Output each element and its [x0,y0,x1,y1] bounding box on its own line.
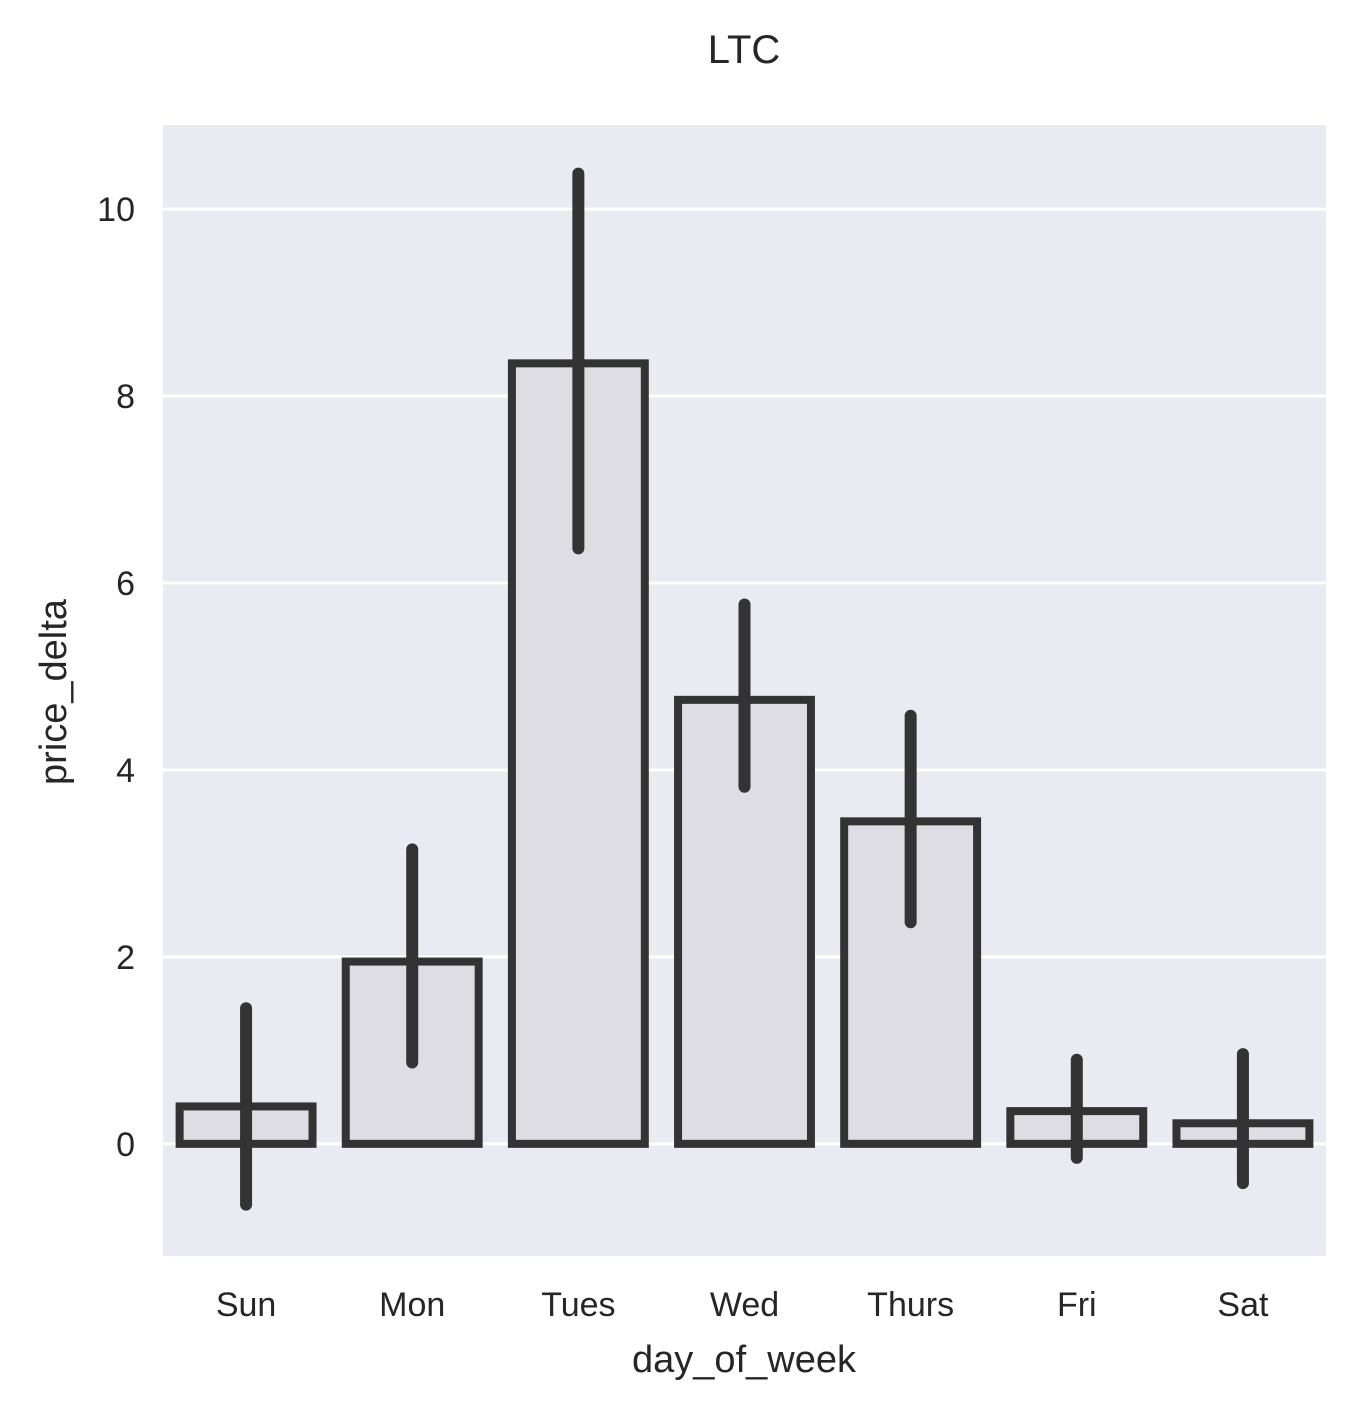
y-axis-ticks: 0 2 4 6 8 10 [97,191,135,1164]
x-tick-label: Mon [379,1286,445,1324]
x-axis-ticks: Sun Mon Tues Wed Thurs Fri Sat [216,1286,1269,1324]
chart-title: LTC [708,28,781,72]
x-tick-label: Tues [541,1286,615,1324]
x-tick-label: Sun [216,1286,277,1324]
x-axis-label: day_of_week [632,1339,857,1381]
y-tick-label: 4 [116,752,135,790]
y-tick-label: 2 [116,939,135,977]
y-tick-label: 8 [116,378,135,416]
bars [175,359,1314,1148]
y-tick-label: 6 [116,565,135,603]
x-tick-label: Sat [1217,1286,1269,1324]
x-tick-label: Fri [1057,1286,1097,1324]
y-axis-label: price_delta [33,598,75,785]
x-tick-label: Wed [710,1286,779,1324]
y-tick-label: 0 [116,1126,135,1164]
y-tick-label: 10 [97,191,135,229]
x-tick-label: Thurs [867,1286,954,1324]
error-bars [240,167,1249,1211]
